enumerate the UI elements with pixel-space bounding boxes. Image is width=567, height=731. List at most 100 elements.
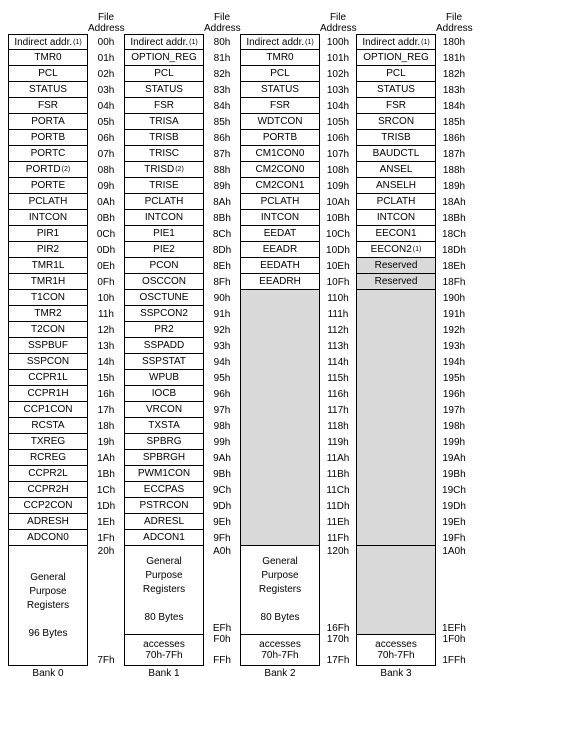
register-addr: 197h: [436, 402, 472, 418]
register-row: PCLATH8Ah: [124, 194, 240, 210]
register-row: PORTB06h: [8, 130, 124, 146]
register-name: TMR1L: [32, 260, 65, 271]
register-cell: [356, 434, 436, 450]
register-cell: SSPADD: [124, 338, 204, 354]
register-name: CM2CON0: [256, 164, 305, 175]
register-row: Indirect addr.(1)80h: [124, 34, 240, 50]
register-name: TMR2: [34, 308, 61, 319]
register-name: VRCON: [146, 404, 182, 415]
register-row: 193h: [356, 338, 472, 354]
register-row: 19Bh: [356, 466, 472, 482]
register-addr: 01h: [88, 50, 124, 66]
register-row: EEADRH10Fh: [240, 274, 356, 290]
register-cell: ECCPAS: [124, 482, 204, 498]
register-name: PCLATH: [377, 196, 416, 207]
register-cell: PORTC: [8, 146, 88, 162]
access-block: accesses70h-7Fh: [356, 634, 436, 666]
register-name: PCL: [270, 68, 289, 79]
register-addr: 0Dh: [88, 242, 124, 258]
register-name: CCPR1H: [27, 388, 68, 399]
register-row: 199h: [356, 434, 472, 450]
register-name: Reserved: [375, 260, 418, 271]
register-addr: 1Fh: [88, 530, 124, 546]
file-address-header: FileAddress: [204, 12, 240, 34]
register-cell: CCP1CON: [8, 402, 88, 418]
register-cell: CCPR1H: [8, 386, 88, 402]
register-name: SSPSTAT: [142, 356, 186, 367]
register-row: OPTION_REG181h: [356, 50, 472, 66]
footnote-sup: (2): [62, 166, 71, 173]
register-name: TRISB: [149, 132, 178, 143]
register-row: 11Fh: [240, 530, 356, 546]
register-addr: 07h: [88, 146, 124, 162]
register-row: FSR04h: [8, 98, 124, 114]
register-row: TRISC87h: [124, 146, 240, 162]
register-cell: VRCON: [124, 402, 204, 418]
register-cell: Indirect addr.(1): [356, 34, 436, 50]
register-cell: PCL: [124, 66, 204, 82]
register-addr: 8Eh: [204, 258, 240, 274]
register-row: SSPCON14h: [8, 354, 124, 370]
register-cell: PCLATH: [8, 194, 88, 210]
register-cell: [356, 450, 436, 466]
register-addr: 196h: [436, 386, 472, 402]
gpr-addr-bottom: EFh: [213, 623, 231, 634]
register-name: TRISB: [381, 132, 410, 143]
register-row: ANSEL188h: [356, 162, 472, 178]
register-cell: OPTION_REG: [356, 50, 436, 66]
footnote-sup: (1): [73, 39, 82, 46]
register-cell: PCL: [8, 66, 88, 82]
register-cell: TMR2: [8, 306, 88, 322]
register-cell: TMR0: [240, 50, 320, 66]
access-addr-bottom: FFh: [213, 655, 231, 666]
register-row: CCP1CON17h: [8, 402, 124, 418]
register-cell: EEDAT: [240, 226, 320, 242]
register-row: INTCON0Bh: [8, 210, 124, 226]
register-name: Indirect addr.: [130, 37, 188, 48]
register-cell: PORTB: [240, 130, 320, 146]
register-cell: [240, 386, 320, 402]
register-addr: 191h: [436, 306, 472, 322]
register-addr: 10Eh: [320, 258, 356, 274]
register-name: PIR2: [37, 244, 59, 255]
gpr-block: GeneralPurposeRegisters96 Bytes: [8, 546, 88, 666]
footnote-sup: (1): [305, 39, 314, 46]
register-addr: 19Ch: [436, 482, 472, 498]
register-addr: 18h: [88, 418, 124, 434]
register-row: PCON8Eh: [124, 258, 240, 274]
register-row: Reserved18Eh: [356, 258, 472, 274]
register-row: TRISE89h: [124, 178, 240, 194]
register-addr: 97h: [204, 402, 240, 418]
register-cell: [356, 322, 436, 338]
register-addr: 186h: [436, 130, 472, 146]
register-name: EEDAT: [264, 228, 297, 239]
register-cell: [240, 482, 320, 498]
register-row: EECON118Ch: [356, 226, 472, 242]
register-addr: 80h: [204, 34, 240, 50]
register-name: TMR1H: [31, 276, 65, 287]
register-row: STATUS103h: [240, 82, 356, 98]
register-cell: [356, 402, 436, 418]
register-name: PCLATH: [29, 196, 68, 207]
register-name: Indirect addr.: [14, 37, 72, 48]
register-row: VRCON 97h: [124, 402, 240, 418]
register-row: SPBRGH9Ah: [124, 450, 240, 466]
register-row: 116h: [240, 386, 356, 402]
register-row: TRISD(2)88h: [124, 162, 240, 178]
register-addr: 95h: [204, 370, 240, 386]
register-row: TMR211h: [8, 306, 124, 322]
bank-column: FileAddressIndirect addr.(1)00hTMR001hPC…: [8, 8, 124, 679]
register-row: EEDAT10Ch: [240, 226, 356, 242]
register-addr: 02h: [88, 66, 124, 82]
register-cell: SSPSTAT: [124, 354, 204, 370]
register-row: CCPR1L15h: [8, 370, 124, 386]
register-cell: [356, 306, 436, 322]
gpr-block: [356, 546, 436, 634]
register-name: PORTE: [31, 180, 65, 191]
register-cell: T2CON: [8, 322, 88, 338]
register-addr: 19Fh: [436, 530, 472, 546]
register-name: SPBRGH: [143, 452, 185, 463]
register-cell: Indirect addr.(1): [240, 34, 320, 50]
register-cell: [240, 514, 320, 530]
register-name: STATUS: [145, 84, 183, 95]
